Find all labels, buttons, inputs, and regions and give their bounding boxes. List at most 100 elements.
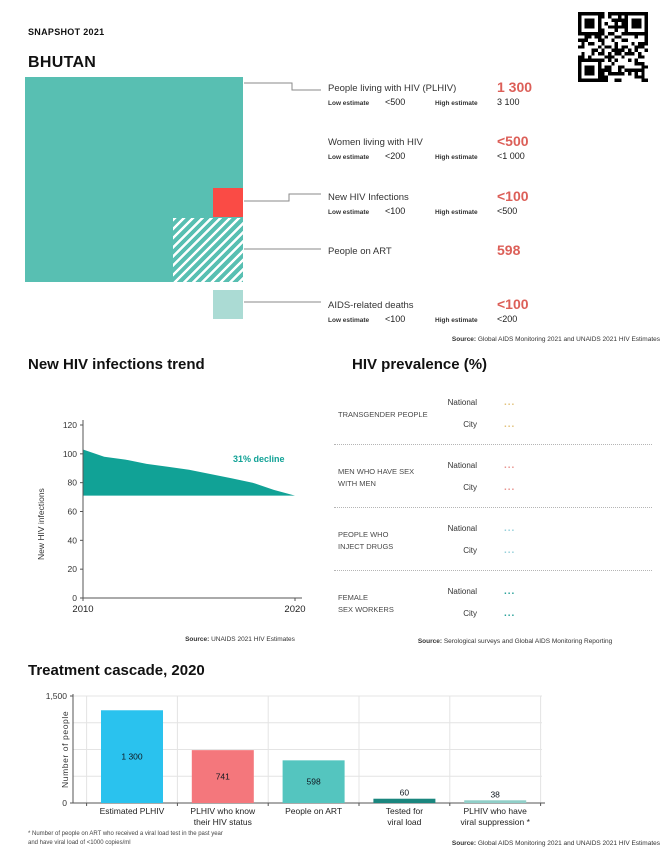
high-estimate-label: High estimate bbox=[435, 154, 478, 161]
people-on-art-square bbox=[173, 218, 243, 282]
svg-text:1 300: 1 300 bbox=[121, 752, 143, 762]
page-title: BHUTAN bbox=[28, 54, 97, 71]
high-estimate-value: <500 bbox=[497, 206, 518, 216]
high-estimate-value: 3 100 bbox=[497, 97, 520, 107]
aids-deaths-square bbox=[213, 290, 243, 319]
city-value: ... bbox=[504, 608, 516, 619]
stat-label: People on ART bbox=[328, 246, 392, 257]
city-label: City bbox=[463, 420, 477, 429]
svg-text:100: 100 bbox=[63, 449, 77, 459]
stat-value: 598 bbox=[497, 242, 521, 258]
footnote-line: * Number of people on ART who received a… bbox=[28, 831, 223, 837]
low-estimate-value: <100 bbox=[385, 206, 406, 216]
group-label: PEOPLE WHO INJECT DRUGS bbox=[338, 530, 394, 551]
qr-code bbox=[578, 12, 648, 82]
trend-title: New HIV infections trend bbox=[28, 356, 205, 373]
new-infections-square bbox=[213, 188, 243, 217]
national-label: National bbox=[447, 461, 477, 470]
source-label: Source: bbox=[417, 638, 443, 645]
high-estimate-label: High estimate bbox=[435, 100, 478, 107]
key-stats-source: Source: Global AIDS Monitoring 2021 and … bbox=[362, 336, 660, 343]
stat-label: Women living with HIV bbox=[328, 137, 423, 148]
stat-aids-deaths: AIDS-related deaths <100 Low estimate <1… bbox=[328, 296, 660, 336]
snapshot-label: SNAPSHOT 2021 bbox=[28, 27, 105, 37]
low-estimate-label: Low estimate bbox=[328, 317, 370, 324]
trend-source: Source: UNAIDS 2021 HIV Estimates bbox=[120, 636, 360, 643]
low-estimate-label: Low estimate bbox=[328, 154, 370, 161]
source-label: Source: bbox=[185, 636, 210, 643]
stat-value: <100 bbox=[497, 188, 529, 204]
divider bbox=[334, 570, 652, 571]
svg-text:31% decline: 31% decline bbox=[233, 454, 285, 464]
cascade-category-label: People on ART bbox=[285, 806, 343, 816]
cascade-source: Source: Global AIDS Monitoring 2021 and … bbox=[362, 840, 660, 847]
stat-value: <100 bbox=[497, 296, 529, 312]
svg-text:120: 120 bbox=[63, 420, 77, 430]
footnote-line: and have viral load of <1000 copies/ml bbox=[28, 840, 131, 847]
svg-text:80: 80 bbox=[68, 478, 78, 488]
cascade-category-label: PLHIV who know their HIV status bbox=[190, 806, 256, 827]
city-value: ... bbox=[504, 482, 516, 493]
stat-new-infections: New HIV Infections <100 Low estimate <10… bbox=[328, 188, 660, 228]
high-estimate-value: <1 000 bbox=[497, 151, 525, 161]
national-value: ... bbox=[504, 523, 516, 534]
low-estimate-value: <200 bbox=[385, 151, 406, 161]
divider bbox=[334, 507, 652, 508]
low-estimate-value: <500 bbox=[385, 97, 406, 107]
svg-text:60: 60 bbox=[400, 788, 410, 798]
high-estimate-label: High estimate bbox=[435, 317, 478, 324]
svg-text:0: 0 bbox=[72, 593, 77, 603]
source-text: Serological surveys and Global AIDS Moni… bbox=[442, 638, 613, 645]
stat-value: 1 300 bbox=[497, 79, 533, 95]
svg-text:598: 598 bbox=[307, 777, 321, 787]
stat-value: <500 bbox=[497, 133, 529, 149]
source-label: Source: bbox=[451, 336, 477, 343]
svg-text:20: 20 bbox=[68, 564, 78, 574]
group-label: TRANSGENDER PEOPLE bbox=[338, 410, 428, 419]
svg-text:38: 38 bbox=[490, 789, 500, 799]
cascade-categories: Estimated PLHIV PLHIV who know their HIV … bbox=[20, 806, 665, 832]
low-estimate-label: Low estimate bbox=[328, 209, 370, 216]
prevalence-group-msm: MEN WHO HAVE SEX WITH MEN National ... C… bbox=[332, 453, 660, 503]
group-label: FEMALE SEX WORKERS bbox=[338, 593, 394, 614]
stat-women: Women living with HIV <500 Low estimate … bbox=[328, 133, 660, 173]
svg-text:2010: 2010 bbox=[72, 604, 93, 615]
prevalence-title: HIV prevalence (%) bbox=[352, 356, 488, 373]
stat-label: People living with HIV (PLHIV) bbox=[328, 83, 457, 94]
source-text: Global AIDS Monitoring 2021 and UNAIDS 2… bbox=[476, 840, 660, 847]
prevalence-source: Source: Serological surveys and Global A… bbox=[370, 638, 660, 645]
national-value: ... bbox=[504, 586, 516, 597]
prevalence-group-transgender: TRANSGENDER PEOPLE National ... City ... bbox=[332, 390, 660, 440]
cascade-chart: 0 1,500 1 300 741 598 60 38 bbox=[46, 691, 545, 808]
trend-chart: 0 20 40 60 80 100 120 2010 2020 31% decline bbox=[63, 420, 306, 615]
low-estimate-label: Low estimate bbox=[328, 100, 370, 107]
cascade-category-label: Tested for viral load bbox=[385, 806, 424, 827]
national-label: National bbox=[447, 524, 477, 533]
high-estimate-value: <200 bbox=[497, 314, 518, 324]
cascade-footnote: * Number of people on ART who received a… bbox=[28, 830, 358, 849]
city-label: City bbox=[463, 483, 477, 492]
group-label: MEN WHO HAVE SEX WITH MEN bbox=[338, 467, 415, 488]
prevalence-group-fsw: FEMALE SEX WORKERS National ... City ... bbox=[332, 579, 660, 629]
divider bbox=[334, 444, 652, 445]
city-label: City bbox=[463, 546, 477, 555]
cascade-category-label: PLHIV who have viral suppression * bbox=[460, 806, 530, 827]
source-text: UNAIDS 2021 HIV Estimates bbox=[209, 636, 295, 643]
city-value: ... bbox=[504, 545, 516, 556]
cascade-category-label: Estimated PLHIV bbox=[99, 806, 165, 816]
city-label: City bbox=[463, 609, 477, 618]
low-estimate-value: <100 bbox=[385, 314, 406, 324]
svg-text:1,500: 1,500 bbox=[46, 691, 68, 701]
stat-plhiv: People living with HIV (PLHIV) 1 300 Low… bbox=[328, 79, 660, 119]
national-label: National bbox=[447, 398, 477, 407]
prevalence-group-pwid: PEOPLE WHO INJECT DRUGS National ... Cit… bbox=[332, 516, 660, 566]
svg-text:40: 40 bbox=[68, 535, 78, 545]
national-value: ... bbox=[504, 460, 516, 471]
cascade-title: Treatment cascade, 2020 bbox=[28, 662, 205, 679]
svg-text:2020: 2020 bbox=[284, 604, 305, 615]
svg-text:741: 741 bbox=[216, 772, 230, 782]
source-text: Global AIDS Monitoring 2021 and UNAIDS 2… bbox=[476, 336, 660, 343]
high-estimate-label: High estimate bbox=[435, 209, 478, 216]
stat-label: New HIV Infections bbox=[328, 192, 409, 203]
